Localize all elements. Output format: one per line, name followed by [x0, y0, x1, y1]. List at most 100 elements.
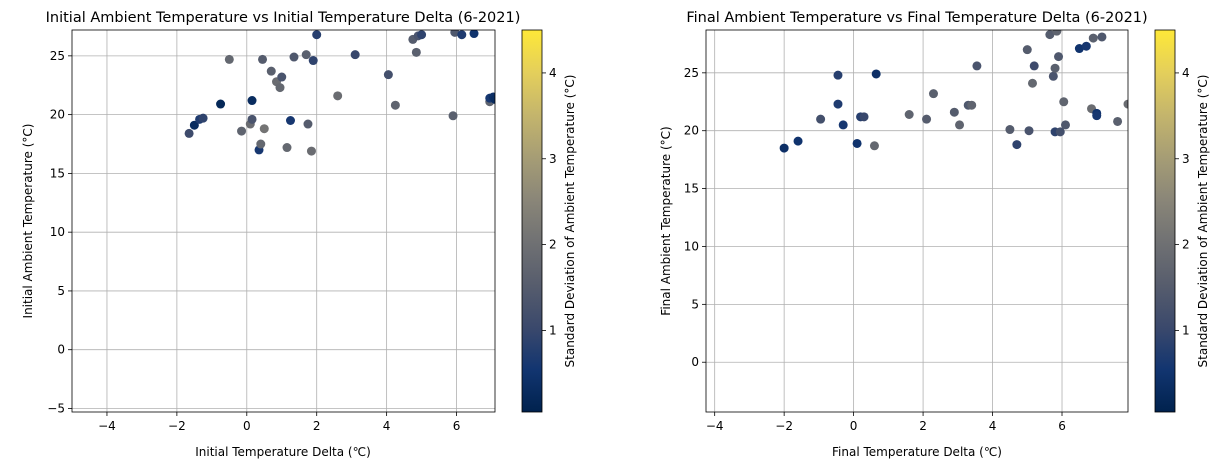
left-colorbar-ticks: 1 2 3 4	[542, 66, 557, 337]
left-scatter-point	[450, 30, 460, 37]
left-scatter-point	[277, 72, 287, 82]
right-scatter-point	[949, 107, 959, 117]
left-x-tick-label: 2	[313, 419, 321, 433]
right-scatter-point	[1024, 126, 1034, 136]
right-y-tick-label: 10	[684, 239, 699, 253]
left-y-tick-label: −5	[47, 401, 65, 415]
left-y-tick-label: 20	[50, 108, 65, 122]
right-scatter-point	[967, 100, 977, 110]
right-scatter-point	[793, 136, 803, 146]
left-chart-frame	[71, 29, 496, 413]
right-scatter-point	[1081, 41, 1091, 51]
right-x-tick-label: 0	[850, 419, 858, 433]
right-x-tick-label: 6	[1058, 419, 1066, 433]
left-chart-y-axis-label: Initial Ambient Temperature (°C)	[21, 124, 35, 319]
left-scatter-point	[289, 52, 299, 62]
left-scatter-point	[390, 100, 400, 110]
left-scatter-point	[350, 50, 360, 60]
right-scatter-point	[1012, 140, 1022, 150]
right-scatter-point	[1113, 116, 1123, 126]
left-x-tick-label: 0	[243, 419, 251, 433]
right-x-tick-label: 4	[989, 419, 997, 433]
left-scatter-point	[224, 54, 234, 64]
right-chart-points	[779, 30, 1128, 153]
right-scatter-point	[852, 138, 862, 148]
left-chart-title: Initial Ambient Temperature vs Initial T…	[46, 10, 521, 26]
right-colorbar-frame	[1154, 29, 1176, 413]
right-x-tick-label: −4	[706, 419, 724, 433]
left-chart-panel: Initial Ambient Temperature vs Initial T…	[21, 10, 577, 459]
right-scatter-point	[816, 114, 826, 124]
left-scatter-point	[383, 70, 393, 80]
right-scatter-point	[1029, 61, 1039, 71]
right-scatter-point	[1052, 30, 1062, 36]
right-chart-y-ticks: 0 5 10 15 20 25	[684, 66, 706, 369]
left-y-tick-label: 5	[57, 284, 65, 298]
right-scatter-point	[833, 99, 843, 109]
left-scatter-point	[275, 83, 285, 93]
left-chart-x-axis-label: Initial Temperature Delta (℃)	[195, 445, 371, 459]
left-scatter-point	[469, 30, 479, 39]
right-chart-x-axis-label: Final Temperature Delta (℃)	[832, 445, 1002, 459]
right-scatter-point	[1022, 45, 1032, 55]
right-colorbar-tick-label: 2	[1182, 238, 1190, 252]
left-scatter-point	[256, 139, 266, 149]
right-scatter-point	[1097, 32, 1107, 42]
left-scatter-point	[247, 96, 257, 106]
left-colorbar-tick-label: 1	[549, 323, 557, 337]
right-scatter-point	[1027, 78, 1037, 88]
right-y-tick-label: 0	[691, 355, 699, 369]
left-x-tick-label: −2	[168, 419, 186, 433]
right-scatter-point	[955, 120, 965, 130]
right-scatter-point	[1050, 63, 1060, 73]
left-scatter-point	[490, 94, 495, 104]
right-colorbar-tick-label: 1	[1182, 323, 1190, 337]
right-chart-title: Final Ambient Temperature vs Final Tempe…	[686, 10, 1147, 26]
right-scatter-point	[1054, 52, 1064, 62]
left-chart-gridlines	[72, 30, 495, 412]
left-scatter-point	[198, 113, 208, 123]
right-scatter-point	[1048, 71, 1058, 81]
right-colorbar-tick-label: 4	[1182, 66, 1190, 80]
right-scatter-point	[1092, 111, 1102, 121]
left-scatter-point	[266, 66, 276, 76]
left-x-tick-label: −4	[98, 419, 116, 433]
left-colorbar-frame	[521, 29, 543, 413]
left-scatter-point	[259, 124, 269, 134]
right-scatter-point	[1045, 30, 1055, 40]
left-chart-colorbar: 1 2 3 4 Standard Deviation of Ambient Tempe…	[521, 29, 577, 413]
left-scatter-point	[306, 146, 316, 156]
right-scatter-point	[972, 61, 982, 71]
left-colorbar-gradient	[522, 30, 542, 412]
left-y-tick-label: 15	[50, 166, 65, 180]
right-scatter-point	[838, 120, 848, 130]
left-scatter-point	[411, 47, 421, 57]
right-x-tick-label: 2	[919, 419, 927, 433]
right-scatter-point	[1123, 99, 1128, 109]
right-y-tick-label: 20	[684, 124, 699, 138]
left-scatter-point	[189, 120, 199, 130]
left-scatter-point	[457, 30, 467, 40]
left-scatter-point	[303, 119, 313, 129]
right-colorbar-label: Standard Deviation of Ambient Temperatur…	[1196, 75, 1210, 368]
left-scatter-point	[258, 54, 268, 64]
left-colorbar-label: Standard Deviation of Ambient Temperatur…	[563, 75, 577, 368]
right-scatter-point	[833, 70, 843, 80]
left-colorbar-tick-label: 3	[549, 152, 557, 166]
left-scatter-point	[237, 126, 247, 136]
right-chart-colorbar: 1 2 3 4 Standard Deviation of Ambient Tempe…	[1154, 29, 1210, 413]
left-scatter-point	[417, 30, 427, 40]
left-scatter-point	[282, 143, 292, 153]
right-scatter-point	[1005, 125, 1015, 135]
left-scatter-point	[247, 114, 257, 124]
right-chart-frame	[705, 29, 1129, 413]
right-scatter-point	[1059, 97, 1069, 107]
left-y-tick-label: 0	[57, 343, 65, 357]
right-scatter-point	[859, 112, 869, 122]
right-x-tick-label: −2	[775, 419, 793, 433]
right-scatter-point	[871, 69, 881, 79]
left-scatter-point	[308, 56, 318, 66]
left-scatter-point	[301, 50, 311, 60]
left-scatter-point	[184, 128, 194, 138]
left-chart-y-ticks: −5 0 5 10 15 20 25	[47, 49, 72, 415]
